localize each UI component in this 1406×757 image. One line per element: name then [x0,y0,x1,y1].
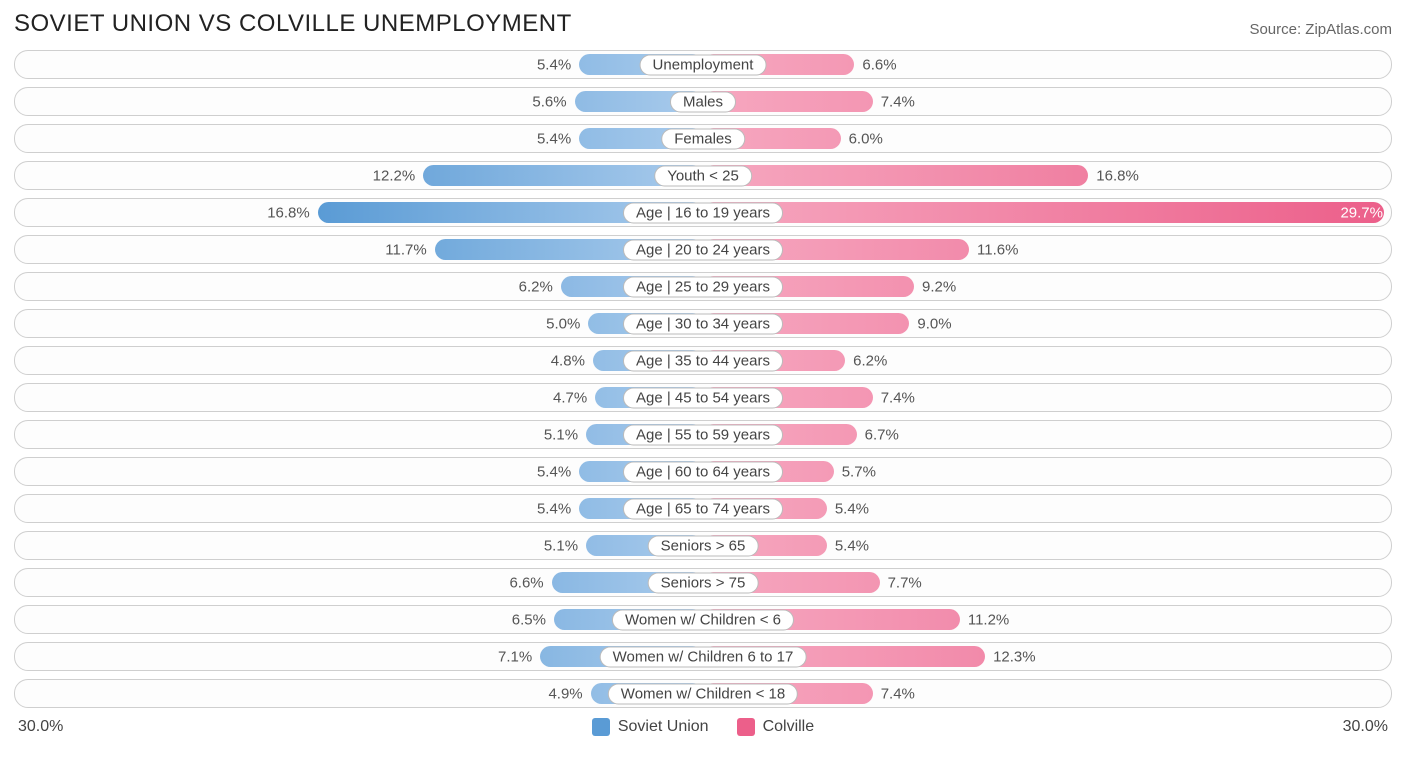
value-left: 5.0% [546,315,580,332]
bar-right [703,202,1384,223]
value-right: 11.6% [977,241,1018,258]
chart-row: 5.4% 5.7% Age | 60 to 64 years [14,457,1392,486]
value-right: 6.0% [849,130,883,147]
value-right: 9.2% [922,278,956,295]
value-left: 5.4% [537,130,571,147]
row-label: Females [661,128,745,149]
bar-right [703,165,1088,186]
value-right: 29.7% [1340,204,1383,221]
value-left: 6.2% [519,278,553,295]
legend-label-left: Soviet Union [618,718,709,736]
value-left: 5.1% [544,426,578,443]
chart-container: SOVIET UNION VS COLVILLE UNEMPLOYMENT So… [0,0,1406,744]
legend: Soviet Union Colville [592,718,814,736]
value-right: 16.8% [1096,167,1139,184]
value-right: 5.4% [835,537,869,554]
chart-row: 4.9% 7.4% Women w/ Children < 18 [14,679,1392,708]
chart-row: 4.8% 6.2% Age | 35 to 44 years [14,346,1392,375]
row-label: Women w/ Children < 18 [608,683,798,704]
chart-source: Source: ZipAtlas.com [1249,21,1392,38]
value-right: 6.6% [862,56,896,73]
value-right: 9.0% [917,315,951,332]
value-left: 4.9% [548,685,582,702]
chart-row: 6.6% 7.7% Seniors > 75 [14,568,1392,597]
value-left: 7.1% [498,648,532,665]
value-left: 5.4% [537,463,571,480]
value-left: 5.6% [532,93,566,110]
chart-row: 5.0% 9.0% Age | 30 to 34 years [14,309,1392,338]
chart-rows: 5.4% 6.6% Unemployment 5.6% 7.4% Males 5.4% 6.0… [14,50,1392,708]
legend-item-right: Colville [737,718,815,736]
value-left: 5.1% [544,537,578,554]
value-right: 11.2% [968,611,1009,628]
row-label: Women w/ Children 6 to 17 [600,646,807,667]
chart-row: 16.8% 29.7% Age | 16 to 19 years [14,198,1392,227]
value-left: 11.7% [385,241,426,258]
chart-row: 4.7% 7.4% Age | 45 to 54 years [14,383,1392,412]
value-left: 6.6% [509,574,543,591]
value-right: 5.7% [842,463,876,480]
row-label: Age | 60 to 64 years [623,461,783,482]
chart-title: SOVIET UNION VS COLVILLE UNEMPLOYMENT [14,10,572,38]
row-label: Age | 30 to 34 years [623,313,783,334]
value-left: 5.4% [537,500,571,517]
axis-max-left: 30.0% [18,718,63,736]
axis-max-right: 30.0% [1343,718,1388,736]
row-label: Males [670,91,736,112]
value-left: 6.5% [512,611,546,628]
row-label: Age | 45 to 54 years [623,387,783,408]
chart-row: 5.6% 7.4% Males [14,87,1392,116]
row-label: Seniors > 75 [648,572,759,593]
legend-swatch-left [592,718,610,736]
legend-swatch-right [737,718,755,736]
chart-row: 5.4% 5.4% Age | 65 to 74 years [14,494,1392,523]
value-left: 4.7% [553,389,587,406]
chart-row: 12.2% 16.8% Youth < 25 [14,161,1392,190]
value-right: 5.4% [835,500,869,517]
chart-row: 5.1% 5.4% Seniors > 65 [14,531,1392,560]
row-label: Age | 65 to 74 years [623,498,783,519]
value-left: 4.8% [551,352,585,369]
row-label: Unemployment [640,54,767,75]
row-label: Youth < 25 [654,165,752,186]
chart-row: 5.4% 6.6% Unemployment [14,50,1392,79]
value-right: 7.4% [881,389,915,406]
chart-row: 11.7% 11.6% Age | 20 to 24 years [14,235,1392,264]
row-label: Age | 16 to 19 years [623,202,783,223]
value-right: 7.7% [888,574,922,591]
value-right: 7.4% [881,93,915,110]
chart-row: 5.4% 6.0% Females [14,124,1392,153]
value-left: 16.8% [267,204,310,221]
row-label: Seniors > 65 [648,535,759,556]
value-left: 5.4% [537,56,571,73]
chart-row: 7.1% 12.3% Women w/ Children 6 to 17 [14,642,1392,671]
row-label: Age | 25 to 29 years [623,276,783,297]
value-right: 12.3% [993,648,1036,665]
legend-item-left: Soviet Union [592,718,709,736]
chart-row: 6.2% 9.2% Age | 25 to 29 years [14,272,1392,301]
chart-row: 5.1% 6.7% Age | 55 to 59 years [14,420,1392,449]
chart-header: SOVIET UNION VS COLVILLE UNEMPLOYMENT So… [14,10,1392,38]
value-right: 7.4% [881,685,915,702]
legend-label-right: Colville [763,718,815,736]
row-label: Age | 35 to 44 years [623,350,783,371]
value-right: 6.2% [853,352,887,369]
value-left: 12.2% [373,167,416,184]
row-label: Age | 55 to 59 years [623,424,783,445]
chart-footer: 30.0% Soviet Union Colville 30.0% [14,716,1392,736]
row-label: Women w/ Children < 6 [612,609,794,630]
chart-row: 6.5% 11.2% Women w/ Children < 6 [14,605,1392,634]
row-label: Age | 20 to 24 years [623,239,783,260]
value-right: 6.7% [865,426,899,443]
